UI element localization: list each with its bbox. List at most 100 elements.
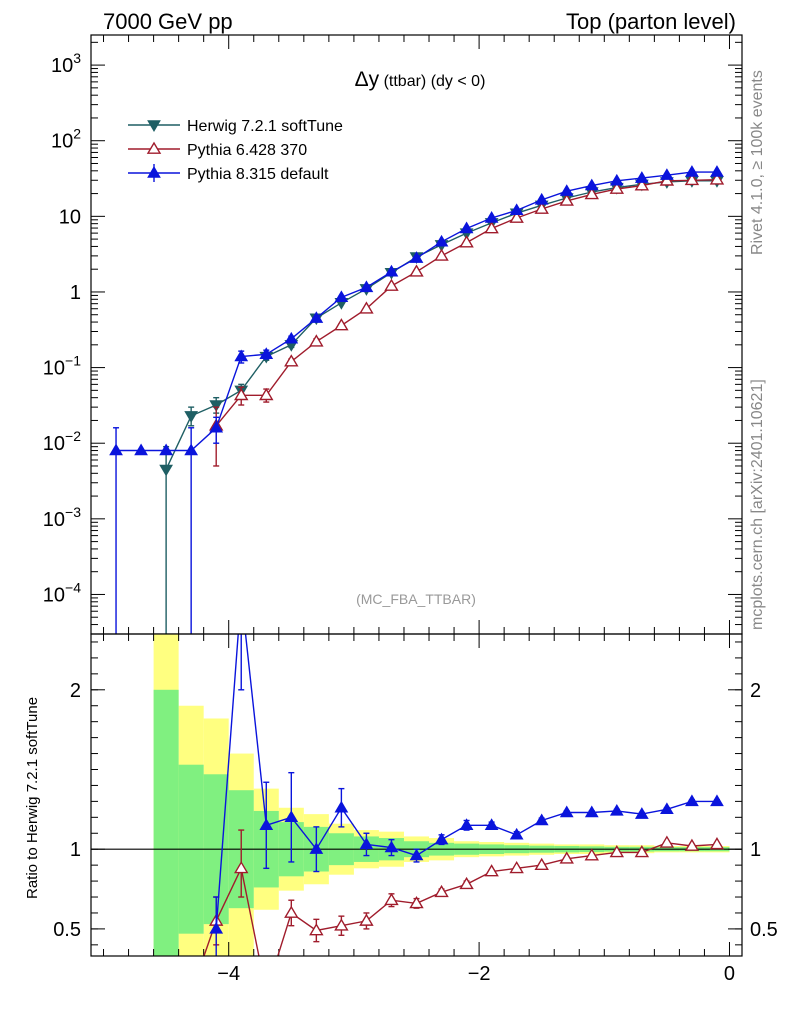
ratio-data-point	[459, 876, 474, 890]
data-point	[259, 347, 274, 359]
y-tick-exponent: −3	[65, 504, 81, 520]
data-point	[309, 334, 324, 347]
ratio-data-point	[309, 923, 324, 936]
y-tick-label: 10−2	[43, 428, 81, 455]
data-point	[134, 443, 148, 456]
y-tick-label: 10	[59, 206, 81, 228]
data-point	[534, 192, 549, 205]
ratio-y-tick-label-left: 2	[70, 680, 81, 702]
y-tick-label: 102	[51, 126, 81, 153]
ratio-data-point	[484, 864, 499, 877]
data-point	[209, 420, 224, 433]
ratio-data-point	[284, 810, 299, 823]
ratio-panel: 0.5 0.5 1 1 2 2 −4 −2 0 Ratio to Herwig 7.2.1 so…	[24, 588, 778, 997]
source-label: mcplots.cern.ch [arXiv:2401.10621]	[749, 379, 766, 630]
ratio-data-point	[409, 848, 424, 861]
ratio-data-point	[284, 905, 299, 918]
ratio-y-tick-label-right: 1	[750, 839, 761, 861]
data-point	[634, 171, 649, 183]
data-point	[209, 400, 224, 412]
data-point	[484, 211, 499, 223]
ratio-data-point	[234, 860, 249, 874]
data-point	[334, 318, 349, 331]
data-point	[434, 248, 449, 261]
ratio-data-point	[534, 813, 549, 826]
ratio-data-point	[559, 851, 574, 864]
y-tick-base: 10	[43, 509, 65, 531]
data-point	[534, 201, 549, 214]
ratio-y-tick-label-left: 0.5	[53, 919, 81, 941]
ratio-data-point	[684, 838, 700, 851]
legend-label: Pythia 6.428 370	[187, 142, 307, 159]
data-point	[509, 203, 524, 216]
data-point	[309, 311, 324, 323]
series-herwig-7-2-1-softtune	[159, 176, 724, 634]
series-line	[165, 180, 717, 470]
y-tick-base: 10	[51, 55, 73, 77]
ratio-data-point	[584, 848, 599, 861]
ratio-data-point	[710, 794, 724, 807]
main-series-layer	[109, 165, 725, 634]
data-point	[685, 165, 699, 177]
ratio-data-point	[260, 987, 272, 997]
legend-marker	[147, 166, 161, 178]
process-label: Top (parton level)	[566, 9, 736, 34]
data-point	[284, 331, 299, 344]
ratio-bands	[91, 634, 742, 956]
rivet-label: Rivet 4.1.0, ≥ 100k events	[749, 70, 766, 255]
main-title: Δy (ttbar) (dy < 0)	[355, 68, 486, 91]
ratio-data-point	[509, 860, 524, 874]
data-point	[459, 235, 474, 248]
data-point	[409, 264, 424, 277]
legend-label: Herwig 7.2.1 softTune	[187, 118, 343, 135]
data-point	[234, 349, 249, 362]
ratio-error-bar	[238, 634, 245, 691]
y-tick-base: 10	[43, 584, 65, 606]
main-title-symbol: Δy	[355, 68, 380, 91]
data-point	[359, 301, 374, 314]
data-point	[584, 187, 599, 200]
ratio-series-pythia-8-315-default	[209, 588, 724, 956]
x-tick-label: 0	[724, 963, 735, 985]
data-point	[659, 173, 675, 186]
data-point	[484, 221, 499, 234]
data-point	[109, 443, 123, 456]
ratio-data-point	[509, 827, 524, 840]
ratio-data-point	[434, 884, 449, 898]
data-point	[584, 178, 599, 191]
data-point	[159, 464, 173, 477]
ratio-data-point	[634, 845, 650, 858]
ratio-data-point	[659, 835, 675, 848]
data-point	[384, 278, 399, 291]
x-tick-label: −2	[468, 963, 491, 985]
ratio-ylabel: Ratio to Herwig 7.2.1 softTune	[24, 697, 41, 899]
x-tick-label: −4	[217, 963, 240, 985]
ratio-data-point	[409, 896, 424, 909]
uncertainty-band-inner	[153, 689, 179, 956]
data-point	[434, 234, 449, 247]
data-point	[710, 165, 724, 177]
ratio-data-point	[459, 818, 474, 830]
ratio-y-tick-label-right: 2	[750, 680, 761, 702]
ratio-series-pythia-6-428-370	[203, 829, 725, 997]
data-point	[159, 443, 173, 456]
data-point	[559, 193, 574, 206]
ratio-data-point	[534, 857, 549, 871]
ratio-frame	[90, 633, 743, 957]
series-pythia-8-315-default	[109, 165, 724, 634]
legend: Herwig 7.2.1 softTune Pythia 6.428 370 Pyt…	[128, 118, 343, 183]
ratio-data-point	[235, 588, 247, 598]
ratio-series-line	[203, 842, 718, 956]
y-tick-label: 103	[51, 50, 81, 77]
y-tick-label: 10−4	[43, 579, 81, 606]
y-tick-exponent: −2	[65, 428, 81, 444]
data-point	[660, 168, 674, 180]
data-point	[509, 210, 524, 223]
ratio-data-point	[334, 800, 349, 813]
main-title-rest: (ttbar) (dy < 0)	[379, 73, 485, 90]
y-tick-exponent: −4	[65, 579, 81, 595]
data-point	[184, 443, 199, 456]
y-tick-base: 10	[43, 433, 65, 455]
